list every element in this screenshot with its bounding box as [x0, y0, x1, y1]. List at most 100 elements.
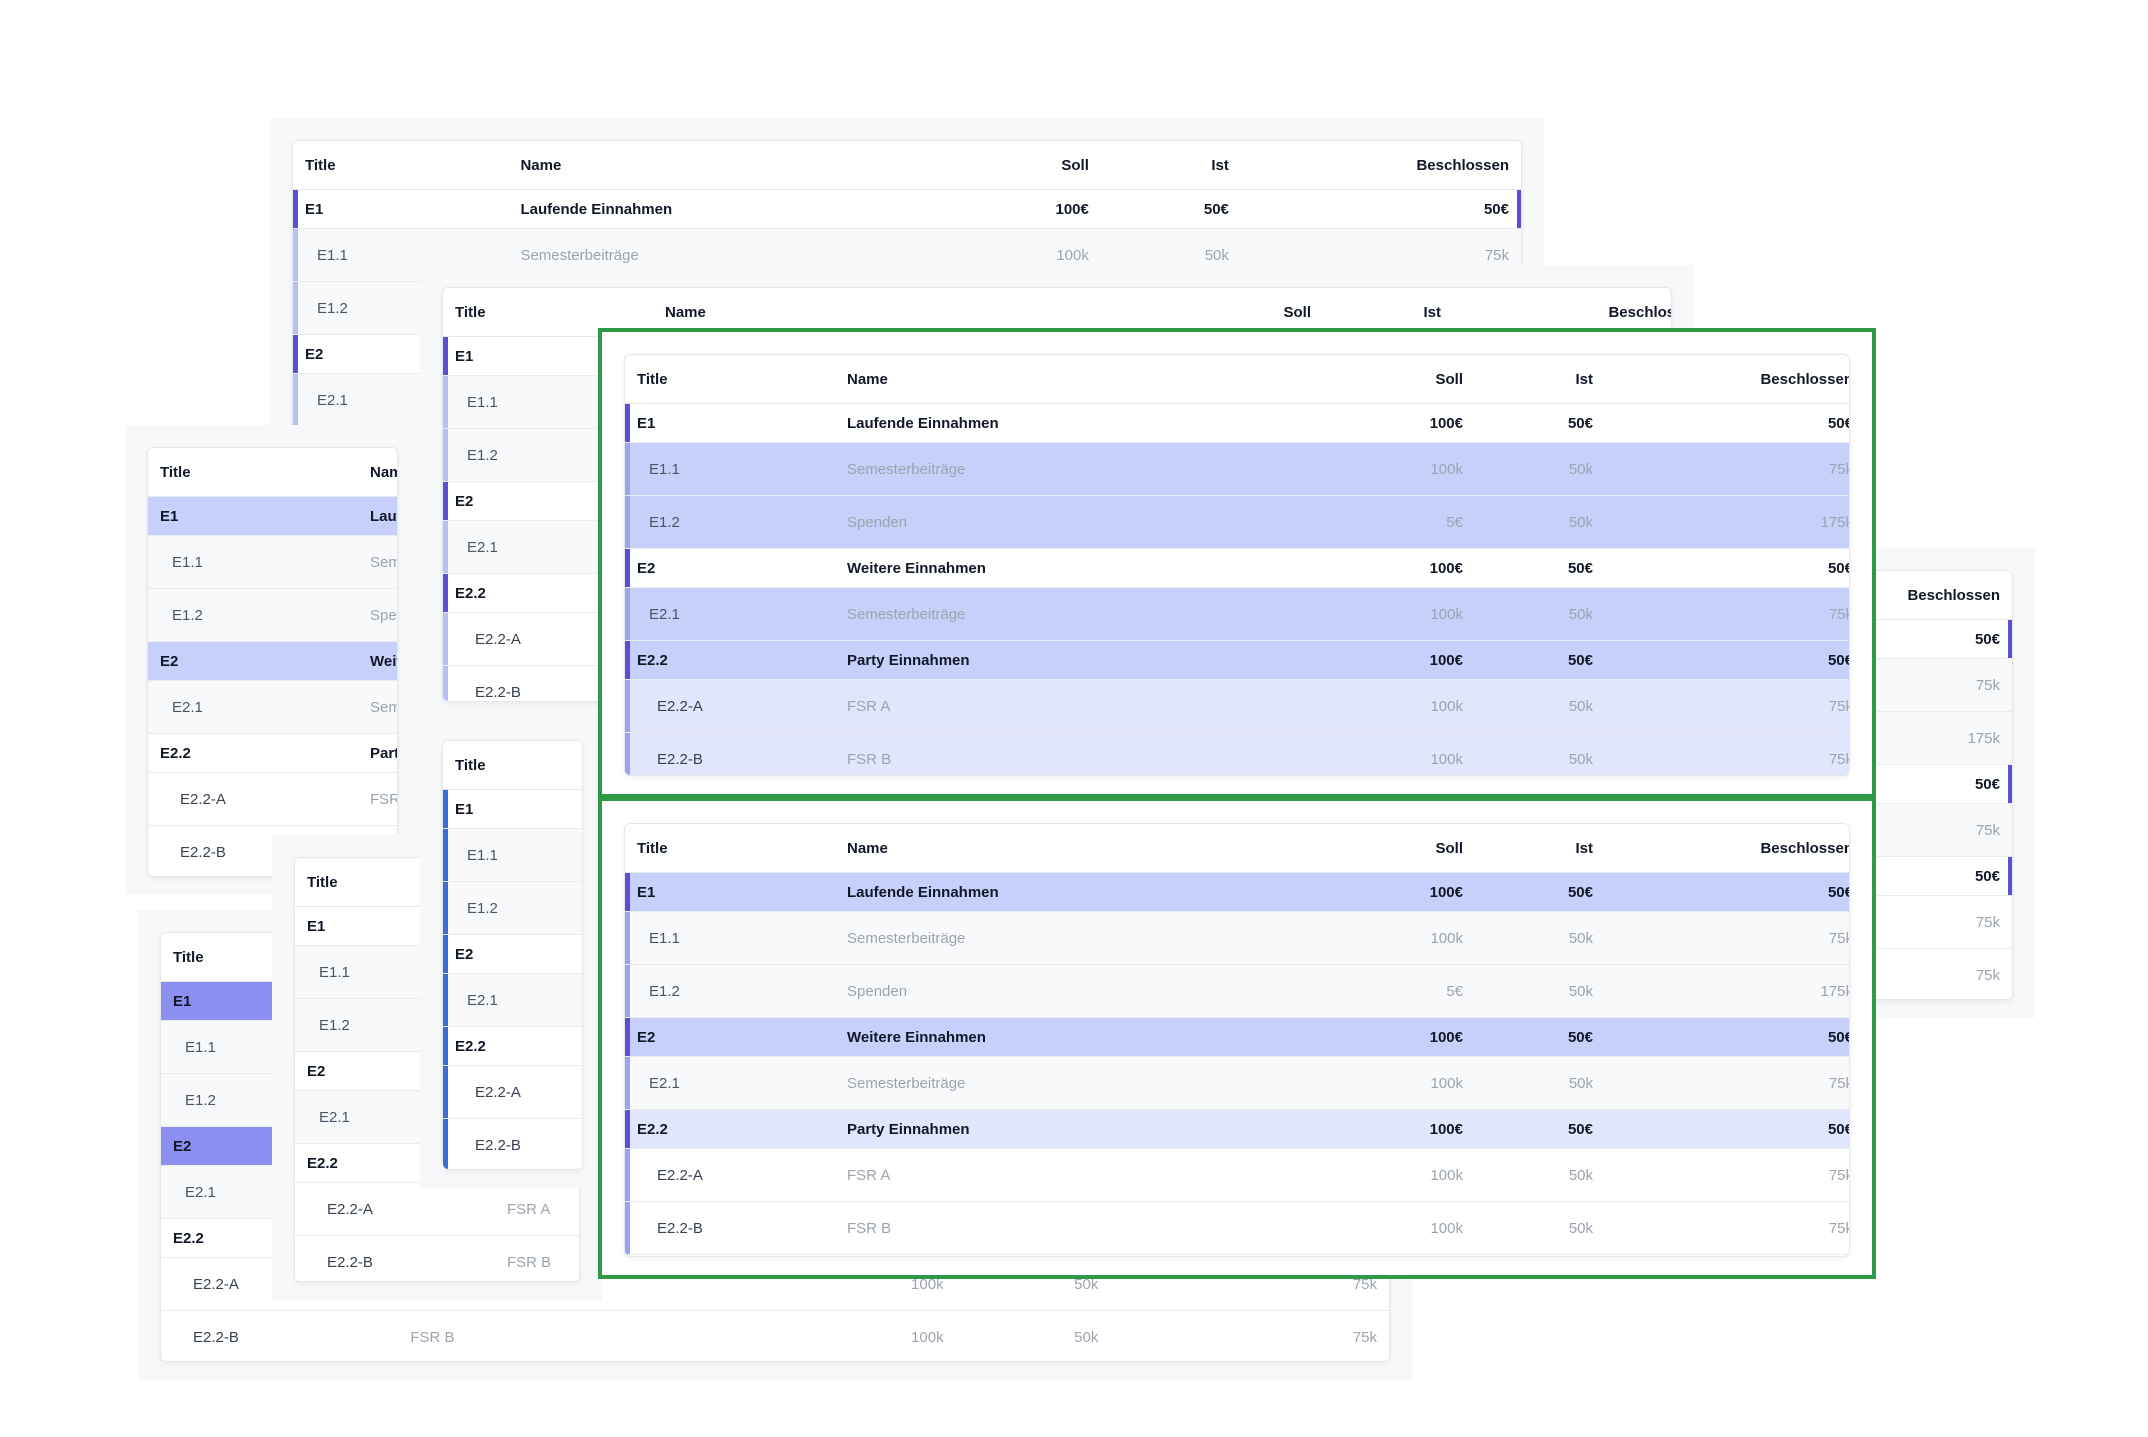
- cell-name: Laufende Einnahmen: [358, 496, 397, 536]
- cell-name: Spenden: [835, 964, 1335, 1018]
- cell-title: E2.1: [443, 973, 582, 1027]
- cell-beschlossen: 75k: [1852, 895, 2012, 949]
- column-header-ist[interactable]: Ist: [1100, 141, 1241, 190]
- column-header-beschlossen[interactable]: Beschlossen: [1852, 571, 2012, 620]
- cell-beschlossen: 75k: [1605, 679, 1849, 733]
- selected-preview-frame-b[interactable]: Title Name Soll Ist Beschlossen E1 Laufende Ei…: [598, 797, 1876, 1279]
- column-header-name[interactable]: Name: [835, 355, 1335, 404]
- column-header-ist[interactable]: Ist: [1475, 824, 1605, 873]
- cell-name: FSR B: [835, 732, 1335, 775]
- cell-title: E1.2: [625, 495, 835, 549]
- cell-beschlossen: 75k: [1605, 1148, 1849, 1202]
- column-header-beschlossen[interactable]: Beschlossen: [1605, 824, 1849, 873]
- cell-name: FSR B: [835, 1201, 1335, 1255]
- cell-soll: 100k: [1335, 1056, 1475, 1110]
- cell-ist: 50k: [1475, 911, 1605, 965]
- column-header-beschlossen[interactable]: Beschlossen: [1605, 355, 1849, 404]
- column-header-title[interactable]: Title: [293, 141, 509, 190]
- cell-title: E2.2: [625, 1109, 835, 1149]
- cell-title: E2.2-A: [443, 1065, 582, 1119]
- column-header-soll[interactable]: Soll: [1335, 824, 1475, 873]
- cell-name: FSR B: [495, 1235, 579, 1281]
- cell-beschlossen: 50€: [1605, 548, 1849, 588]
- cell-name: FSR B: [398, 1310, 801, 1361]
- cell-title: E2: [443, 934, 582, 974]
- cell-name: Laufende Einnahmen: [835, 872, 1335, 912]
- column-header-soll[interactable]: Soll: [1335, 355, 1475, 404]
- cell-name: Party Einnahmen: [835, 640, 1335, 680]
- cell-soll: 100€: [1335, 548, 1475, 588]
- cell-beschlossen: 75k: [1110, 1310, 1389, 1361]
- column-header-soll[interactable]: Soll: [960, 141, 1101, 190]
- cell-name: FSR A: [835, 679, 1335, 733]
- cell-ist: 50€: [1475, 1109, 1605, 1149]
- cell-soll: 100k: [1335, 732, 1475, 775]
- column-header-title[interactable]: Title: [625, 824, 835, 873]
- cell-title: E2: [625, 548, 835, 588]
- cell-soll: 100k: [1335, 1201, 1475, 1255]
- column-header-title[interactable]: Title: [443, 741, 582, 790]
- selected-preview-frame-a[interactable]: Title Name Soll Ist Beschlossen E1 Laufende Ei…: [598, 328, 1876, 798]
- cell-beschlossen: 75k: [1605, 587, 1849, 641]
- column-header-ist[interactable]: Ist: [1475, 355, 1605, 404]
- column-header-name[interactable]: Name: [508, 141, 961, 190]
- cell-beschlossen: 50€: [1605, 872, 1849, 912]
- column-header-title[interactable]: Title: [625, 355, 835, 404]
- column-header-name[interactable]: Name: [358, 448, 397, 497]
- cell-title: E2.1: [148, 680, 358, 734]
- column-header-name[interactable]: Name: [835, 824, 1335, 873]
- cell-beschlossen: 50€: [1605, 1017, 1849, 1057]
- cell-soll: 5€: [1335, 964, 1475, 1018]
- cell-soll: 100k: [1335, 442, 1475, 496]
- cell-title: E1.1: [148, 535, 358, 589]
- cell-beschlossen: 75k: [1605, 1201, 1849, 1255]
- cell-beschlossen: 75k: [1852, 658, 2012, 712]
- cell-beschlossen: 75k: [1852, 803, 2012, 857]
- column-header-title[interactable]: Title: [148, 448, 358, 497]
- cell-ist: 50k: [1475, 964, 1605, 1018]
- column-header-beschlossen[interactable]: Beschlossen: [1240, 141, 1521, 190]
- cell-title: E2.2: [625, 640, 835, 680]
